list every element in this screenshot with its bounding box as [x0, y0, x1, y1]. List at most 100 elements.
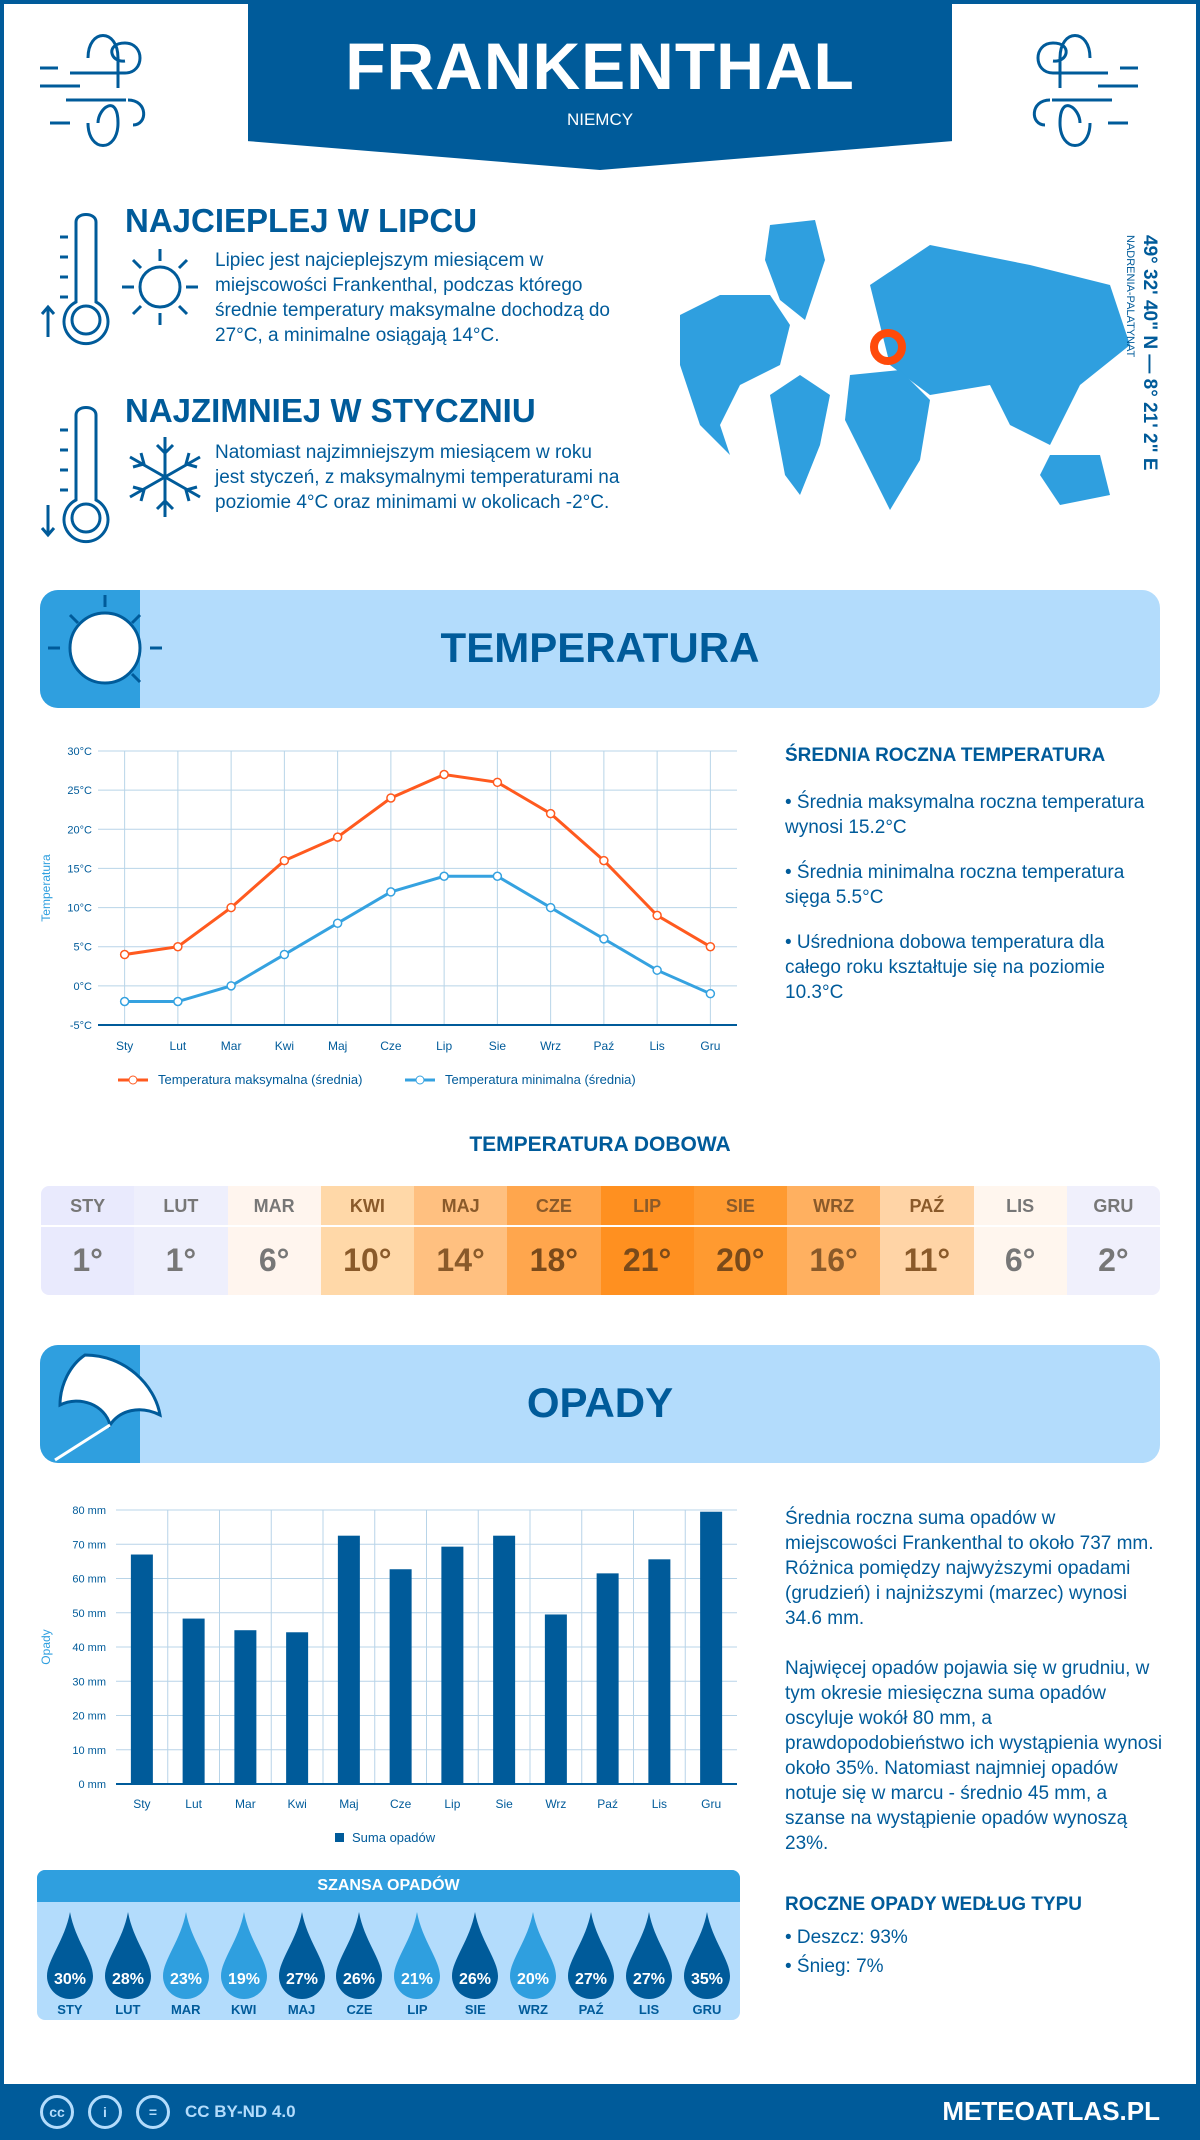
x-tick-label: Paź — [594, 1039, 615, 1053]
data-point — [439, 769, 449, 780]
by-icon[interactable]: i — [88, 2095, 122, 2129]
precipitation-summary: Średnia roczna suma opadów w miejscowośc… — [785, 1506, 1165, 1856]
umbrella-icon — [54, 1353, 162, 1462]
daily-month: CZE — [507, 1186, 601, 1227]
chance-item: 23% MAR — [158, 1910, 214, 2017]
daily-value: 16° — [809, 1242, 858, 1278]
daily-month: LIS — [973, 1186, 1067, 1227]
x-tick-label: Wrz — [545, 1797, 566, 1811]
daily-cell: WRZ 16° — [787, 1186, 881, 1295]
x-tick-label: Gru — [701, 1797, 721, 1811]
x-tick-label: Maj — [339, 1797, 358, 1811]
daily-temperature-title: TEMPERATURA DOBOWA — [469, 1133, 731, 1156]
legend-label: Suma opadów — [352, 1830, 436, 1845]
temperature-chart: -5°C 0°C 5°C 10°C 15°C 20°C 25°C 30°C Sty Lut Mar K… — [39, 746, 737, 1087]
daily-month: KWI — [320, 1186, 414, 1227]
y-tick-label: 30 mm — [72, 1676, 106, 1688]
bar — [648, 1559, 671, 1784]
data-point — [545, 808, 556, 819]
raindrop-icon: 23% — [162, 1912, 209, 1999]
daily-value: 10° — [343, 1242, 392, 1278]
x-tick-label: Lis — [652, 1797, 667, 1811]
chance-month: CZE — [346, 2002, 373, 2017]
y-tick-label: 10 mm — [72, 1745, 106, 1757]
x-tick-label: Lip — [444, 1797, 460, 1811]
daily-value: 1° — [165, 1242, 197, 1278]
raindrop-icon: 30% — [46, 1912, 93, 1999]
y-tick-label: 0°C — [74, 981, 93, 993]
x-tick-label: Mar — [235, 1797, 256, 1811]
precipitation-text: Najwięcej opadów pojawia się w grudniu, … — [785, 1658, 1163, 1854]
data-point — [652, 910, 662, 921]
chance-month: WRZ — [518, 2002, 548, 2017]
chance-value: 20% — [517, 1971, 549, 1988]
chance-month: LUT — [115, 2002, 141, 2017]
data-point — [705, 941, 716, 952]
chance-value: 23% — [170, 1971, 202, 1988]
chance-month: SIE — [464, 2002, 486, 2017]
data-point — [492, 777, 503, 788]
daily-value: 1° — [72, 1242, 103, 1278]
daily-month: LIP — [600, 1186, 694, 1227]
sun-icon — [48, 595, 162, 685]
thermometer-down-icon — [40, 406, 110, 544]
daily-value: 6° — [258, 1242, 290, 1278]
chance-item: 30% STY — [42, 1910, 98, 2017]
precipitation-chance-title: SZANSA OPADÓW — [37, 1870, 740, 1902]
raindrop-icon: 27% — [626, 1912, 673, 1999]
coldest-month-text: Natomiast najzimniejszym miesiącem w rok… — [215, 442, 620, 513]
daily-cell: STY 1° — [41, 1186, 135, 1295]
legend-marker — [128, 1075, 138, 1085]
data-point — [173, 996, 183, 1007]
daily-month: PAŹ — [880, 1186, 974, 1227]
daily-value: 18° — [529, 1242, 579, 1278]
x-tick-label: Kwi — [287, 1797, 306, 1811]
chance-item: 26% SIE — [447, 1910, 503, 2017]
y-tick-label: -5°C — [70, 1020, 92, 1032]
data-point — [173, 941, 183, 952]
chance-value: 35% — [691, 1971, 723, 1988]
x-tick-label: Cze — [380, 1039, 402, 1053]
x-tick-label: Cze — [390, 1797, 412, 1811]
bar — [130, 1554, 153, 1784]
license-label[interactable]: CC BY-ND 4.0 — [185, 2102, 296, 2121]
nd-icon[interactable]: = — [136, 2095, 170, 2129]
daily-cell: LIP 21° — [600, 1186, 694, 1295]
data-point — [439, 871, 449, 882]
chance-item: 26% CZE — [331, 1910, 387, 2017]
legend-label: Temperatura minimalna (średnia) — [445, 1072, 636, 1087]
data-point — [386, 793, 396, 803]
daily-cell: PAŹ 11° — [880, 1186, 974, 1295]
chance-item: 27% MAJ — [274, 1910, 330, 2017]
chance-item: 21% LIP — [389, 1910, 445, 2017]
summary-bullet: • Średnia maksymalna roczna temperatura … — [785, 792, 1145, 838]
precipitation-types-title: ROCZNE OPADY WEDŁUG TYPU — [785, 1894, 1082, 1915]
bar — [337, 1535, 360, 1784]
chance-value: 19% — [228, 1971, 260, 1988]
daily-temperature-table: STY 1° LUT 1° MAR 6° KWI 10° MAJ 14° CZE 18° LIP 21° S… — [41, 1186, 1160, 1295]
region-label: NADRENIA-PALATYNAT — [1124, 235, 1136, 358]
chance-item: 35% GRU — [679, 1910, 735, 2017]
y-tick-label: 10°C — [67, 903, 92, 915]
y-tick-label: 0 mm — [79, 1779, 107, 1791]
bar — [544, 1614, 567, 1784]
site-link[interactable]: METEOATLAS.PL — [942, 2096, 1160, 2126]
precipitation-title: OPADY — [526, 1379, 674, 1426]
chance-value: 27% — [286, 1971, 318, 1988]
x-tick-label: Gru — [700, 1039, 720, 1053]
daily-cell: KWI 10° — [320, 1186, 414, 1295]
daily-month: MAJ — [414, 1186, 508, 1227]
cc-icon[interactable]: cc — [40, 2095, 74, 2129]
daily-value: 2° — [1098, 1242, 1129, 1278]
x-tick-label: Maj — [328, 1039, 347, 1053]
bar — [182, 1618, 205, 1784]
daily-month: GRU — [1066, 1186, 1160, 1227]
raindrop-icon: 26% — [336, 1912, 383, 1999]
y-tick-label: 5°C — [74, 942, 93, 954]
daily-month: LUT — [134, 1186, 228, 1227]
temperature-summary-title: ŚREDNIA ROCZNA TEMPERATURA — [785, 745, 1106, 766]
bar — [286, 1632, 309, 1784]
world-map — [680, 220, 1130, 510]
y-tick-label: 25°C — [67, 785, 92, 797]
chance-month: LIP — [407, 2002, 428, 2017]
